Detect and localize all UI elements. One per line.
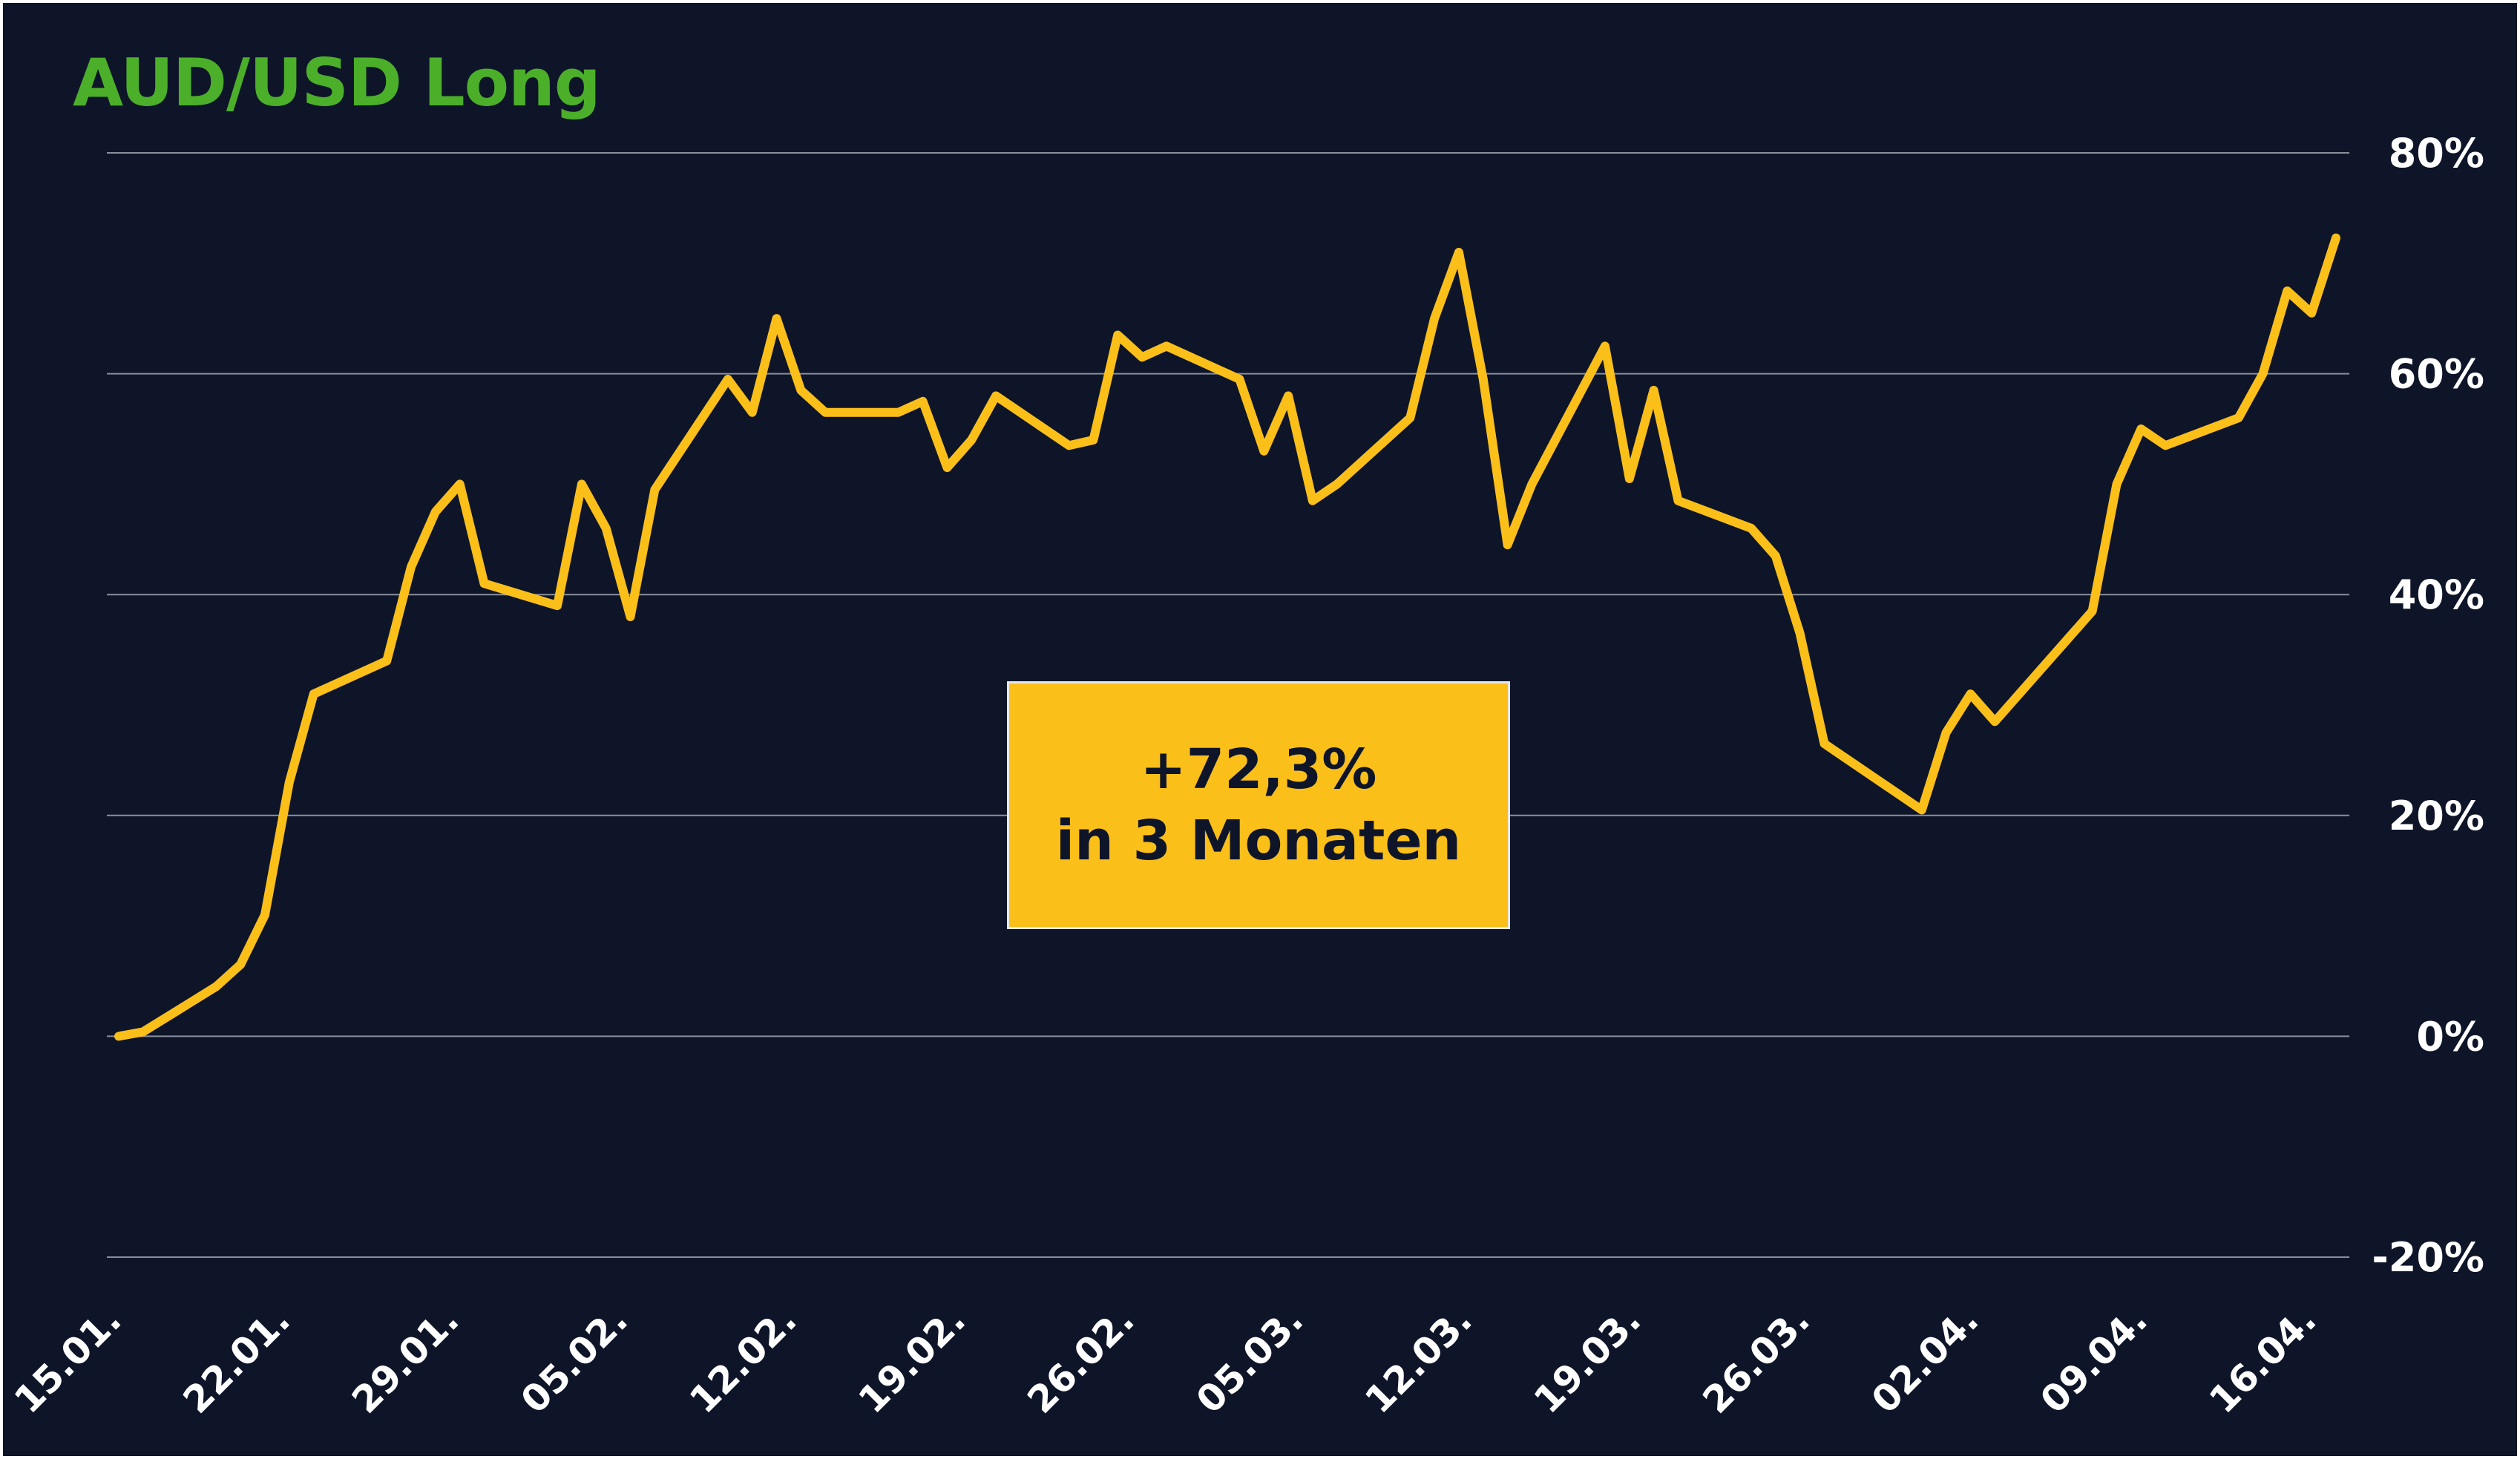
callout-performance-value: +72,3% (1140, 737, 1377, 801)
y-tick-label: 40% (2389, 571, 2484, 618)
series-line (114, 233, 2340, 1041)
x-tick-label: 29.01. (344, 1298, 467, 1421)
x-tick-label: 16.04. (2201, 1298, 2324, 1421)
x-tick-label: 09.04. (2032, 1298, 2156, 1421)
x-tick-label: 02.04. (1863, 1298, 1986, 1421)
y-tick-label: 60% (2389, 351, 2484, 398)
series-line-layer (114, 233, 2340, 1041)
x-tick-label: 19.03. (1526, 1298, 1649, 1421)
x-tick-label: 22.01. (175, 1298, 298, 1421)
x-tick-label: 19.02. (850, 1298, 974, 1421)
x-tick-label: 26.02. (1019, 1298, 1142, 1421)
x-tick-label: 05.03. (1188, 1298, 1311, 1421)
grid-lines (107, 152, 2349, 1258)
x-axis-ticks: 15.01. 22.01. 29.01. 05.02. 12.02. 19.02. 26.0… (6, 1298, 2324, 1421)
x-tick-label: 12.02. (681, 1298, 804, 1421)
callout-period-text: in 3 Monaten (1055, 809, 1462, 873)
y-axis-ticks: 80% 60% 40% 20% 0% -20% (2372, 130, 2484, 1281)
x-tick-label: 26.03. (1695, 1298, 1818, 1421)
y-tick-label: 0% (2416, 1013, 2484, 1060)
x-tick-label: 15.01. (6, 1298, 129, 1421)
y-tick-label: 80% (2389, 130, 2484, 177)
performance-callout: +72,3% in 3 Monaten (1007, 681, 1510, 929)
chart-title: AUD/USD Long (73, 45, 601, 121)
x-tick-label: 12.03. (1357, 1298, 1480, 1421)
y-tick-label: 20% (2389, 793, 2484, 839)
y-tick-label: -20% (2372, 1234, 2484, 1281)
x-tick-label: 05.02. (513, 1298, 636, 1421)
